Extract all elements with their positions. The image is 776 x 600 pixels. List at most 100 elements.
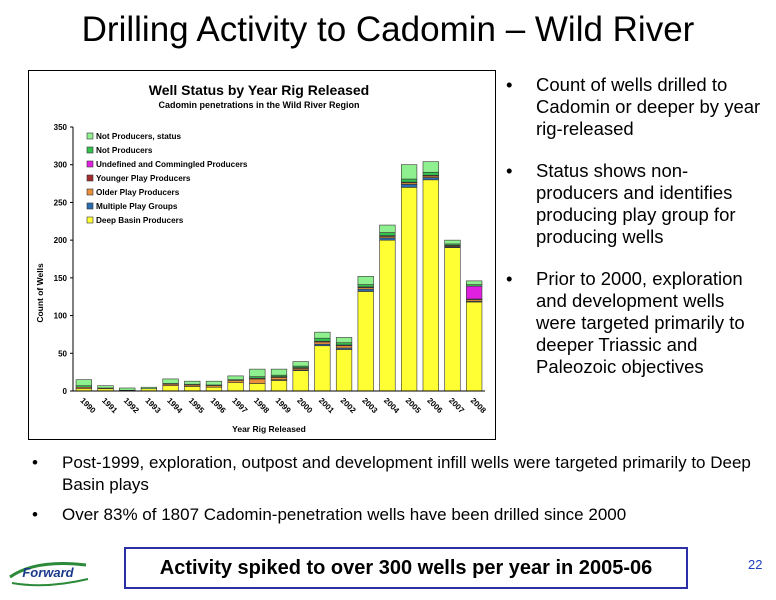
legend-label: Not Producers xyxy=(96,146,153,155)
bar-segment xyxy=(314,345,331,392)
bar-segment xyxy=(357,284,374,288)
chart-title: Well Status by Year Rig Released xyxy=(149,82,369,98)
chart-panel: Well Status by Year Rig Released Cadomin… xyxy=(28,70,496,440)
bar-segment xyxy=(379,224,396,233)
x-tick-label: 1990 xyxy=(78,396,97,415)
x-tick-label: 1997 xyxy=(230,396,249,415)
legend-swatch xyxy=(86,132,94,140)
y-tick-label: 200 xyxy=(54,236,68,245)
bar-segment xyxy=(205,380,223,386)
bar-segment xyxy=(422,171,439,176)
well-status-chart: Well Status by Year Rig Released Cadomin… xyxy=(35,82,488,434)
x-tick-label: 1992 xyxy=(122,396,141,415)
bullet-text: Prior to 2000, exploration and developme… xyxy=(536,268,745,377)
bar-segment xyxy=(140,386,158,390)
bar-segment xyxy=(314,337,331,342)
bar-segment xyxy=(335,345,353,349)
bar-segment xyxy=(227,380,244,384)
legend-label: Not Producers, status xyxy=(96,132,182,141)
x-tick-label: 2003 xyxy=(360,396,379,415)
bullet-text: Status shows non-producers and identifie… xyxy=(536,160,736,247)
bar-segment xyxy=(422,179,439,392)
bullet-text: Count of wells drilled to Cadomin or dee… xyxy=(536,74,761,139)
bar-segment xyxy=(97,385,114,389)
bar-segment xyxy=(227,375,244,380)
x-tick-label: 2002 xyxy=(339,396,358,415)
x-tick-label: 2006 xyxy=(425,396,444,415)
bar-segment xyxy=(379,237,396,241)
page-number: 22 xyxy=(748,557,763,572)
legend-swatch xyxy=(86,188,94,196)
bar-segment xyxy=(400,178,418,183)
x-tick-label: 1998 xyxy=(252,396,271,415)
bar-segment xyxy=(357,276,374,285)
chart-legend: Not Producers, status Not Producers Undefi… xyxy=(86,132,248,225)
legend-swatch xyxy=(86,146,94,154)
bar-segment xyxy=(205,386,223,392)
y-tick-label: 100 xyxy=(54,312,68,321)
y-tick-label: 50 xyxy=(58,349,67,358)
bar-segment xyxy=(379,232,396,236)
bar-segment xyxy=(357,291,374,392)
bullet-dot: • xyxy=(506,160,513,181)
x-tick-label: 2000 xyxy=(295,396,314,415)
legend-label: Younger Play Producers xyxy=(96,174,191,183)
y-tick-label: 350 xyxy=(54,123,68,132)
bar-segment xyxy=(466,285,483,300)
bar-segment xyxy=(357,288,374,292)
bullet-text: Post-1999, exploration, outpost and deve… xyxy=(62,453,751,494)
bullet-item: • Over 83% of 1807 Cadomin-penetration w… xyxy=(32,504,752,526)
x-tick-label: 2008 xyxy=(469,396,488,415)
bullet-dot: • xyxy=(506,268,513,289)
bar-segment xyxy=(119,387,136,391)
x-tick-label: 2004 xyxy=(382,396,401,415)
bottom-bullet-list: • Post-1999, exploration, outpost and de… xyxy=(32,452,752,534)
bar-segment xyxy=(400,184,418,188)
x-tick-label: 1999 xyxy=(274,396,293,415)
legend-label: Undefined and Commingled Producers xyxy=(96,160,248,169)
y-tick-label: 150 xyxy=(54,274,68,283)
bullet-item: • Prior to 2000, exploration and develop… xyxy=(506,268,768,378)
x-tick-label: 1996 xyxy=(209,396,228,415)
bar-segment xyxy=(422,161,439,173)
bar-segment xyxy=(162,378,179,384)
right-bullet-list: • Count of wells drilled to Cadomin or d… xyxy=(506,74,768,398)
slide-title: Drilling Activity to Cadomin – Wild Rive… xyxy=(81,10,695,49)
forward-logo: Forward xyxy=(6,555,92,589)
y-axis-label: Count of Wells xyxy=(35,263,45,323)
bar-segment xyxy=(314,331,331,339)
bar-segment xyxy=(444,239,461,245)
legend-label: Multiple Play Groups xyxy=(96,202,178,211)
bar-segment xyxy=(270,368,288,376)
bar-segment xyxy=(379,239,396,392)
bar-segment xyxy=(249,368,266,377)
legend-swatch xyxy=(86,174,94,182)
bar-segment xyxy=(270,377,288,380)
bar-segment xyxy=(466,301,483,392)
callout-box: Activity spiked to over 300 wells per ye… xyxy=(124,547,688,589)
bar-segment xyxy=(400,164,418,180)
chart-subtitle: Cadomin penetrations in the Wild River R… xyxy=(159,100,360,110)
x-tick-label: 1993 xyxy=(143,396,162,415)
x-tick-label: 2005 xyxy=(404,396,423,415)
x-tick-label: 1994 xyxy=(165,396,184,415)
y-tick-label: 250 xyxy=(54,198,68,207)
bar-segment xyxy=(184,386,201,392)
bar-segment xyxy=(162,385,179,392)
bullet-dot: • xyxy=(32,505,38,524)
bullet-item: • Status shows non-producers and identif… xyxy=(506,160,768,248)
bar-segment xyxy=(75,379,92,387)
bullet-dot: • xyxy=(506,74,513,95)
x-tick-label: 2007 xyxy=(447,396,466,415)
bullet-item: • Count of wells drilled to Cadomin or d… xyxy=(506,74,768,140)
legend-swatch xyxy=(86,216,94,224)
x-tick-label: 2001 xyxy=(317,396,336,415)
bullet-dot: • xyxy=(32,453,38,472)
bar-segment xyxy=(335,337,353,344)
bar-segment xyxy=(314,341,331,345)
bar-segment xyxy=(422,177,439,181)
legend-label: Older Play Producers xyxy=(96,188,180,197)
bar-segment xyxy=(400,187,418,392)
bar-segment xyxy=(227,382,244,392)
y-tick-label: 0 xyxy=(63,387,68,396)
